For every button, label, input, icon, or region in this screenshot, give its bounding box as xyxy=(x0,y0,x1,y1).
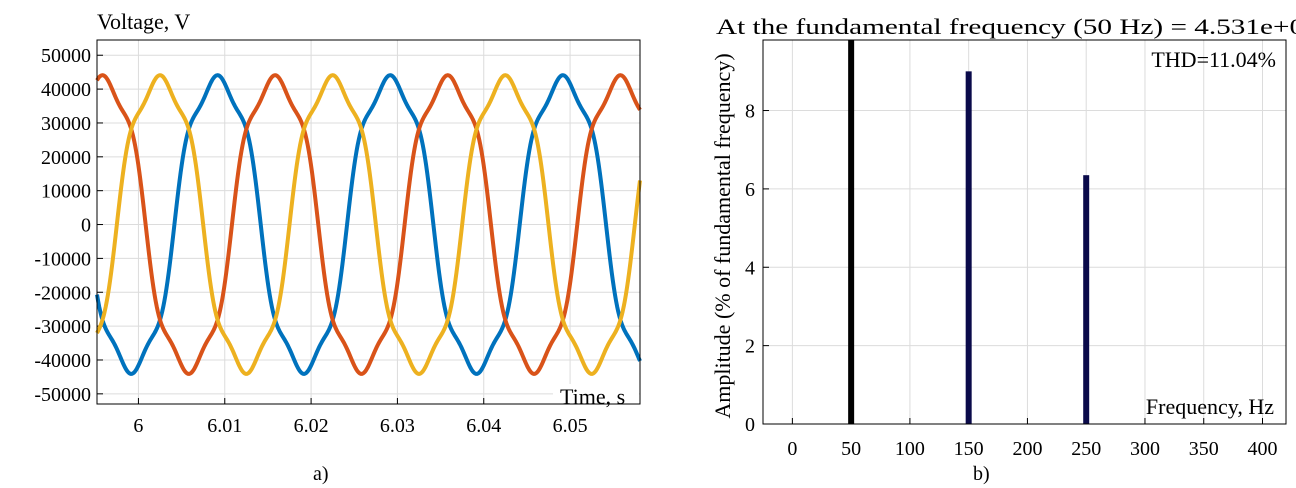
bars-b xyxy=(848,40,1090,425)
voltage-time-chart: 50000 40000 30000 20000 10000 0 -10000 -20000 -3… xyxy=(34,9,642,437)
caption-b: b) xyxy=(973,463,990,485)
bar-150hz xyxy=(965,71,972,425)
y-tick-labels-b: 0 2 4 6 8 xyxy=(745,101,755,436)
y-tick-label: 20000 xyxy=(41,147,91,169)
y-tick-label: -30000 xyxy=(34,316,91,338)
plot-area-a xyxy=(97,40,640,404)
y-tick-label: 40000 xyxy=(41,79,91,101)
x-tick-labels-b: 0 50 100 150 200 250 300 350 400 xyxy=(787,438,1277,460)
y-tick-label: 50000 xyxy=(41,45,91,67)
y-tick-label: 6 xyxy=(745,179,755,201)
x-tick-label: 6 xyxy=(133,415,143,437)
xlabel-background-a xyxy=(553,384,639,410)
y-tick-label: 2 xyxy=(745,336,755,358)
x-tick-labels-a: 6 6.01 6.02 6.03 6.04 6.05 xyxy=(133,415,587,437)
y-tick-label: -10000 xyxy=(34,248,91,270)
chart-title-line2-b: THD=11.04% xyxy=(1151,47,1276,72)
harmonic-spectrum-chart: 0 2 4 6 8 0 50 100 150 200 250 300 350 400 At the fu… xyxy=(710,14,1296,460)
y-tick-label: 0 xyxy=(745,414,755,436)
y-tick-labels-a: 50000 40000 30000 20000 10000 0 -10000 -20000 -3… xyxy=(34,45,91,406)
x-tick-label: 150 xyxy=(954,438,984,460)
x-tick-label: 200 xyxy=(1012,438,1042,460)
series-line-1 xyxy=(95,73,642,376)
x-tick-label: 250 xyxy=(1071,438,1101,460)
x-tick-label: 300 xyxy=(1130,438,1160,460)
x-tick-label: 100 xyxy=(895,438,925,460)
y-tick-label: 10000 xyxy=(41,181,91,203)
bar-250hz xyxy=(1083,175,1090,424)
x-tick-label: 400 xyxy=(1247,438,1277,460)
plot-area-b xyxy=(763,40,1286,424)
y-tick-label: 0 xyxy=(81,215,91,237)
plot-frame-b xyxy=(762,39,1287,425)
x-tick-label: 6.05 xyxy=(553,415,588,437)
y-tick-label: 4 xyxy=(745,257,755,279)
y-tick-label: -50000 xyxy=(34,384,91,406)
bar-50hz xyxy=(848,40,855,424)
x-tick-label: 6.02 xyxy=(294,415,329,437)
caption-a: a) xyxy=(313,463,329,485)
y-tick-label: -20000 xyxy=(34,282,91,304)
y-tick-label: 8 xyxy=(745,101,755,123)
chart-title-line1-b: At the fundamental frequency (50 Hz) = 4… xyxy=(716,14,1296,39)
grid-a xyxy=(97,40,640,404)
x-tick-label: 6.01 xyxy=(207,415,242,437)
x-tick-label: 6.04 xyxy=(466,415,501,437)
x-tick-label: 350 xyxy=(1189,438,1219,460)
series-lines-a xyxy=(95,73,642,376)
x-axis-label-a: Time, s xyxy=(560,384,625,409)
x-tick-label: 0 xyxy=(787,438,797,460)
y-tick-label: -40000 xyxy=(34,350,91,372)
y-axis-label-b: Amplitude (% of fundamental frequency) xyxy=(710,53,735,418)
plot-frame-a xyxy=(96,39,641,405)
x-axis-label-b: Frequency, Hz xyxy=(1146,394,1274,419)
x-tick-label: 50 xyxy=(841,438,861,460)
series-line-2 xyxy=(95,73,642,376)
y-axis-label-a: Voltage, V xyxy=(97,9,190,34)
y-tick-label: 30000 xyxy=(41,113,91,135)
x-tick-label: 6.03 xyxy=(380,415,415,437)
series-line-3 xyxy=(95,73,642,376)
